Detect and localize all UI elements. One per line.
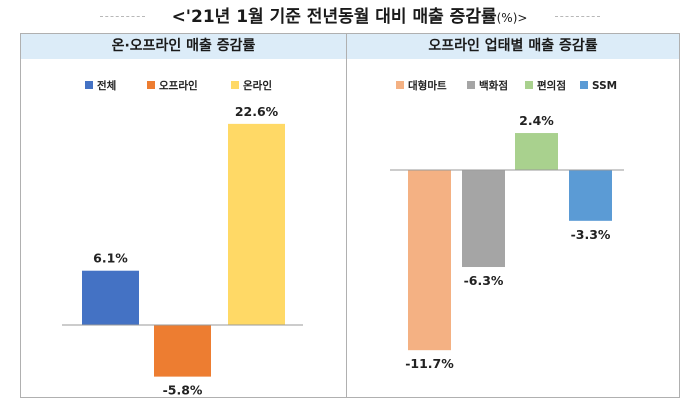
left-panel-title: 온·오프라인 매출 증감률 [21, 34, 346, 59]
left-legend-label-1: 오프라인 [159, 79, 198, 92]
left-data-label-2: 22.6% [235, 104, 279, 119]
right-data-label-0: -11.7% [405, 356, 454, 371]
right-legend-label-1: 백화점 [479, 79, 508, 92]
right-legend-swatch-1 [467, 81, 475, 89]
right-legend-swatch-3 [580, 81, 588, 89]
right-bar-2 [515, 133, 558, 170]
right-data-label-1: -6.3% [464, 273, 504, 288]
left-legend-swatch-0 [85, 81, 93, 89]
right-data-label-2: 2.4% [519, 113, 554, 128]
page-title: <'21년 1월 기준 전년동월 대비 매출 증감률(%)> [0, 6, 699, 29]
page-title-unit: (%)> [496, 11, 528, 25]
left-bar-2 [228, 123, 285, 325]
right-legend-swatch-0 [396, 81, 404, 89]
right-legend-label-0: 대형마트 [408, 79, 447, 92]
right-bar-3 [569, 170, 612, 221]
right-bar-1 [462, 170, 505, 268]
left-bar-1 [154, 325, 211, 377]
title-rule-left [100, 16, 145, 17]
left-legend-label-2: 온라인 [243, 79, 272, 92]
right-legend-label-2: 편의점 [537, 79, 566, 92]
chart-frame [20, 33, 680, 398]
right-panel-title: 오프라인 업태별 매출 증감률 [347, 34, 679, 59]
left-legend-swatch-2 [231, 81, 239, 89]
left-data-label-0: 6.1% [93, 251, 128, 266]
left-legend-swatch-1 [147, 81, 155, 89]
right-bar-0 [408, 170, 451, 351]
left-data-label-1: -5.8% [163, 383, 203, 398]
page-title-text: <'21년 1월 기준 전년동월 대비 매출 증감률 [171, 7, 497, 27]
panel-divider [346, 33, 347, 398]
left-bar-0 [82, 270, 139, 325]
right-data-label-3: -3.3% [571, 227, 611, 242]
left-legend-label-0: 전체 [97, 79, 116, 92]
right-legend-label-3: SSM [592, 80, 617, 92]
right-legend-swatch-2 [525, 81, 533, 89]
title-rule-right [555, 16, 600, 17]
